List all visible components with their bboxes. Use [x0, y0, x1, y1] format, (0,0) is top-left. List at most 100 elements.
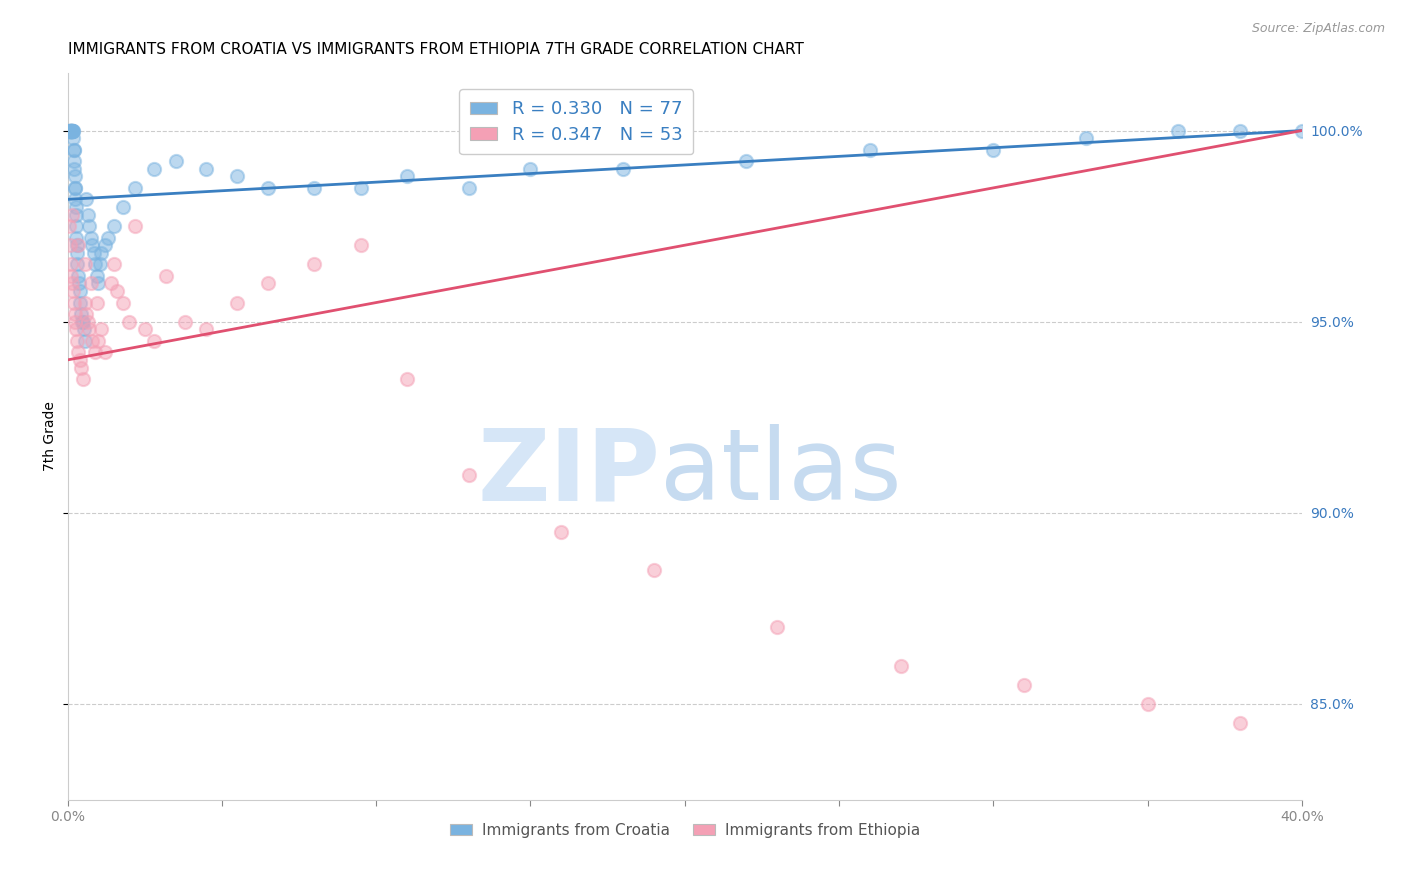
Point [134, 322, 156, 336]
Point [60, 123, 83, 137]
Point [60, 123, 83, 137]
Point [72, 372, 94, 386]
Point [69, 295, 91, 310]
Point [350, 238, 373, 252]
Point [93, 345, 115, 359]
Point [72, 322, 94, 336]
Point [59, 123, 82, 137]
Point [112, 200, 135, 214]
Point [84, 257, 107, 271]
Text: atlas: atlas [659, 425, 901, 521]
Point [62, 284, 84, 298]
Point [90, 322, 112, 336]
Point [67, 238, 90, 252]
Point [79, 230, 101, 244]
Point [62, 295, 84, 310]
Point [70, 307, 93, 321]
Point [65, 219, 87, 233]
Point [62, 123, 84, 137]
Point [63, 161, 86, 176]
Point [457, 467, 479, 482]
Point [173, 315, 195, 329]
Point [58, 123, 80, 137]
Point [58, 123, 80, 137]
Point [60, 208, 83, 222]
Point [60, 123, 83, 137]
Point [59, 123, 82, 137]
Point [75, 192, 97, 206]
Point [142, 334, 165, 348]
Point [257, 181, 280, 195]
Point [82, 334, 104, 348]
Point [66, 245, 89, 260]
Point [83, 245, 105, 260]
Point [63, 154, 86, 169]
Point [1167, 123, 1189, 137]
Point [226, 295, 249, 310]
Point [103, 257, 125, 271]
Point [226, 169, 249, 184]
Point [67, 345, 90, 359]
Point [62, 143, 84, 157]
Point [86, 295, 108, 310]
Point [60, 123, 83, 137]
Point [65, 200, 87, 214]
Point [1136, 697, 1159, 711]
Point [59, 238, 82, 252]
Legend: Immigrants from Croatia, Immigrants from Ethiopia: Immigrants from Croatia, Immigrants from… [443, 817, 927, 844]
Point [1229, 716, 1251, 731]
Point [66, 257, 89, 271]
Point [65, 181, 87, 195]
Point [72, 315, 94, 329]
Point [65, 192, 87, 206]
Y-axis label: 7th Grade: 7th Grade [44, 401, 58, 471]
Point [65, 322, 87, 336]
Point [100, 277, 122, 291]
Point [165, 154, 187, 169]
Point [124, 219, 146, 233]
Point [155, 268, 177, 283]
Point [86, 268, 108, 283]
Point [105, 284, 128, 298]
Point [643, 563, 665, 577]
Point [87, 334, 110, 348]
Point [766, 620, 789, 634]
Point [69, 352, 91, 367]
Point [457, 181, 479, 195]
Point [63, 181, 86, 195]
Point [76, 315, 98, 329]
Point [69, 284, 91, 298]
Point [73, 257, 96, 271]
Point [859, 143, 882, 157]
Point [89, 257, 111, 271]
Point [87, 277, 110, 291]
Point [112, 295, 135, 310]
Point [124, 181, 146, 195]
Point [73, 334, 96, 348]
Point [304, 257, 326, 271]
Point [82, 238, 104, 252]
Text: ZIP: ZIP [477, 425, 659, 521]
Point [519, 161, 541, 176]
Point [62, 123, 84, 137]
Point [60, 123, 83, 137]
Point [62, 131, 84, 145]
Point [59, 123, 82, 137]
Point [59, 123, 82, 137]
Point [118, 315, 141, 329]
Point [550, 524, 572, 539]
Point [84, 345, 107, 359]
Point [59, 257, 82, 271]
Point [1291, 123, 1313, 137]
Text: IMMIGRANTS FROM CROATIA VS IMMIGRANTS FROM ETHIOPIA 7TH GRADE CORRELATION CHART: IMMIGRANTS FROM CROATIA VS IMMIGRANTS FR… [67, 42, 803, 57]
Point [612, 161, 634, 176]
Point [67, 268, 90, 283]
Text: Source: ZipAtlas.com: Source: ZipAtlas.com [1251, 22, 1385, 36]
Point [97, 230, 120, 244]
Point [77, 322, 100, 336]
Point [62, 143, 84, 157]
Point [67, 277, 90, 291]
Point [73, 295, 96, 310]
Point [142, 161, 165, 176]
Point [66, 238, 89, 252]
